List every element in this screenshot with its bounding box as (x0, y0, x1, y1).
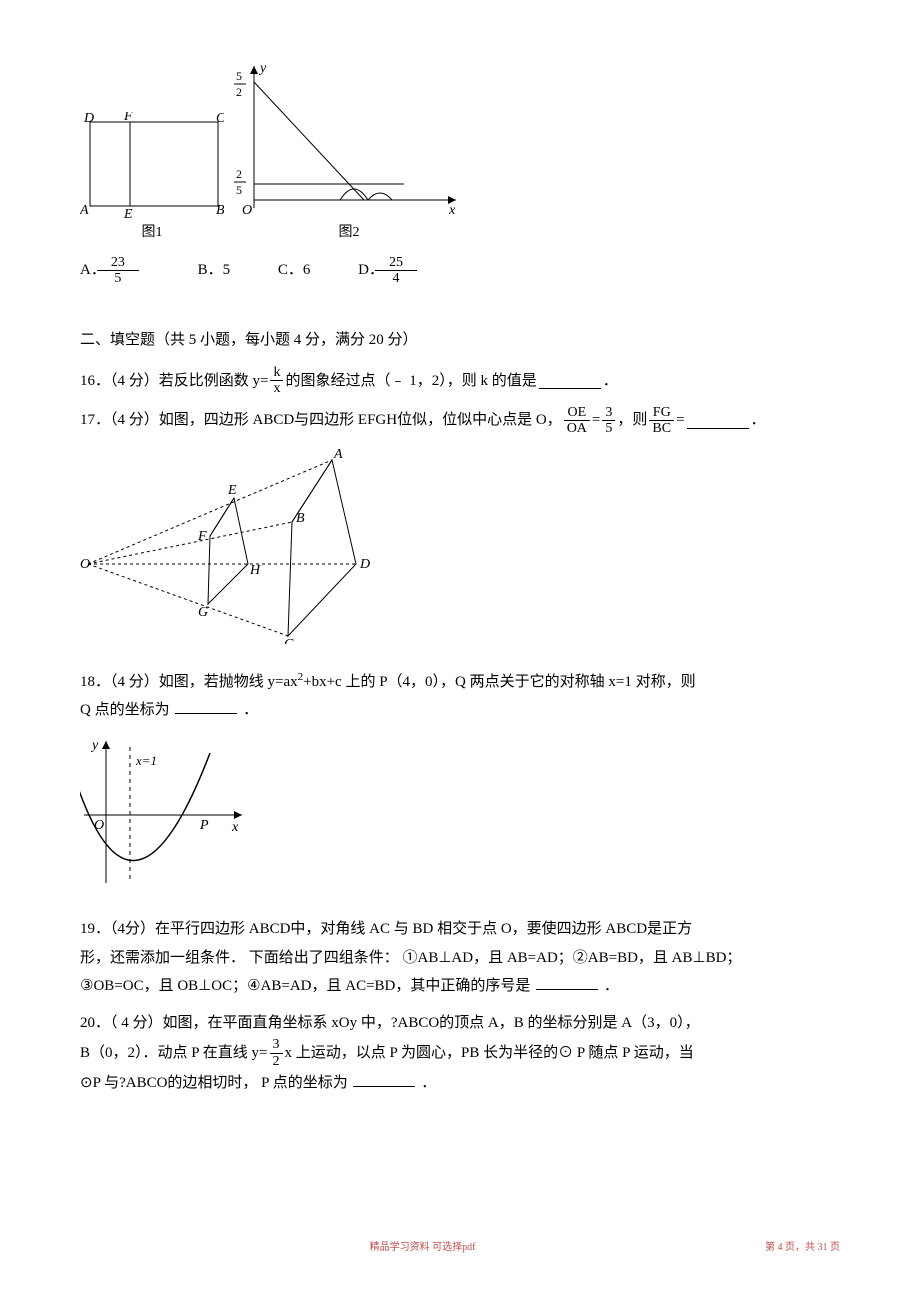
q17-frac2: 35 (602, 405, 615, 437)
page-footer: 精品学习资料 可选择pdf 第 4 页，共 31 页 (80, 1238, 840, 1257)
footer-center: 精品学习资料 可选择pdf (370, 1238, 476, 1257)
label-B: B (216, 203, 224, 218)
q17-end: ． (751, 406, 766, 435)
q16-frac: kx (270, 365, 283, 397)
figure-1-svg: D F C A E B (80, 112, 224, 220)
q18: 18．（4 分）如图，若抛物线 y=ax2+bx+c 上的 P（4，0），Q 两… (80, 667, 840, 725)
footer-right: 第 4 页，共 31 页 (765, 1238, 840, 1257)
q19-l2: 形，还需添加一组条件． 下面给出了四组条件： ①AB⊥AD，且 AB=AD；②A… (80, 944, 840, 973)
label-O: O (242, 203, 252, 218)
figure-1-caption: 图1 (142, 220, 163, 247)
svg-text:y: y (90, 738, 99, 753)
q17-frac3: FGBC (649, 405, 674, 437)
label-F: F (123, 112, 133, 124)
option-A: A． 235 (80, 255, 172, 287)
label-E: E (123, 207, 133, 220)
section-2-title: 二、填空题（共 5 小题，每小题 4 分，满分 20 分） (80, 326, 840, 355)
figure-2-caption: 图2 (339, 220, 360, 247)
q18-blank[interactable] (175, 698, 237, 715)
label-C: C (216, 112, 224, 126)
svg-text:C: C (284, 637, 294, 644)
q18-l1-pre: 18．（4 分）如图，若抛物线 y=ax (80, 674, 298, 690)
label-D: D (83, 112, 94, 126)
q17-diagram: O A B C D E F G H (80, 444, 840, 655)
q16-blank[interactable] (539, 373, 601, 390)
q19-l3-pre: ③OB=OC，且 OB⊥OC；④AB=AD，且 AC=BD，其中正确的序号是 (80, 978, 534, 994)
svg-text:2: 2 (236, 167, 242, 181)
q16: 16．（4 分）若反比例函数 y= kx 的图象经过点（﹣ 1，2），则 k 的… (80, 365, 840, 397)
svg-text:A: A (333, 447, 343, 462)
svg-text:H: H (249, 563, 261, 578)
svg-text:B: B (296, 511, 305, 526)
q17-eq2: = (676, 406, 684, 435)
q18-l1-post: +bx+c 上的 P（4，0），Q 两点关于它的对称轴 x=1 对称，则 (303, 674, 695, 690)
option-B: B．5 (198, 256, 253, 285)
q18-svg: O P x y x=1 (80, 733, 250, 893)
q17-comma: ，则 (617, 406, 647, 435)
option-C: C．6 (278, 256, 333, 285)
option-D: D． 254 (358, 255, 450, 287)
figure-1-block: D F C A E B 图1 (80, 112, 224, 247)
svg-text:5: 5 (236, 183, 242, 197)
q20-l3-pre: ⊙P 与?ABCO的边相切时， P 点的坐标为 (80, 1075, 351, 1091)
label-x: x (448, 203, 456, 218)
q18-l2-pre: Q 点的坐标为 (80, 702, 173, 718)
q19: 19．（4分）在平行四边形 ABCD中，对角线 AC 与 BD 相交于点 O，要… (80, 915, 840, 1001)
svg-text:2: 2 (236, 85, 242, 99)
svg-text:P: P (199, 818, 209, 833)
q15-options: A． 235 B．5 C．6 D． 254 (80, 255, 840, 287)
svg-text:O: O (80, 557, 90, 572)
q17: 17．（4 分）如图，四边形 ABCD与四边形 EFGH位似，位似中心点是 O，… (80, 405, 840, 437)
svg-text:E: E (227, 483, 237, 498)
q19-l3-end: ． (604, 978, 619, 994)
svg-text:F: F (197, 529, 207, 544)
figure-2-block: 5 2 2 5 O x y 图2 (234, 60, 464, 247)
svg-text:O: O (94, 818, 104, 833)
q17-text: 17．（4 分）如图，四边形 ABCD与四边形 EFGH位似，位似中心点是 O， (80, 406, 562, 435)
svg-text:D: D (359, 557, 370, 572)
q17-blank[interactable] (687, 412, 749, 429)
q20-l2-post: x 上运动，以点 P 为圆心，PB 长为半径的⊙ P 随点 P 运动，当 (285, 1039, 694, 1068)
svg-text:5: 5 (236, 69, 242, 83)
q18-diagram: O P x y x=1 (80, 733, 840, 904)
q20-l3-end: ． (421, 1075, 436, 1091)
q17-frac1: OEOA (564, 405, 590, 437)
q20-blank[interactable] (353, 1071, 415, 1088)
q20-l2-pre: B（0，2）．动点 P 在直线 y= (80, 1039, 268, 1068)
q20: 20．（ 4 分）如图，在平面直角坐标系 xOy 中，?ABCO的顶点 A，B … (80, 1009, 840, 1098)
q19-l1: 19．（4分）在平行四边形 ABCD中，对角线 AC 与 BD 相交于点 O，要… (80, 915, 840, 944)
q16-pre: 16．（4 分）若反比例函数 y= (80, 367, 268, 396)
q20-l1: 20．（ 4 分）如图，在平面直角坐标系 xOy 中，?ABCO的顶点 A，B … (80, 1009, 840, 1038)
svg-text:x: x (231, 820, 239, 835)
q18-l2-end: ． (243, 702, 258, 718)
label-A: A (80, 203, 89, 218)
q15-figures: D F C A E B 图1 5 2 2 (80, 60, 840, 247)
q17-svg: O A B C D E F G H (80, 444, 380, 644)
figure-2-svg: 5 2 2 5 O x y (234, 60, 464, 220)
label-y: y (258, 61, 267, 76)
q20-frac: 32 (270, 1037, 283, 1069)
svg-text:G: G (198, 605, 208, 620)
svg-text:x=1: x=1 (135, 753, 157, 768)
q16-post1: 的图象经过点（﹣ 1，2），则 k 的值是 (285, 367, 536, 396)
q16-post2: ． (603, 367, 618, 396)
q17-eq1: = (592, 406, 600, 435)
q19-blank[interactable] (536, 974, 598, 991)
